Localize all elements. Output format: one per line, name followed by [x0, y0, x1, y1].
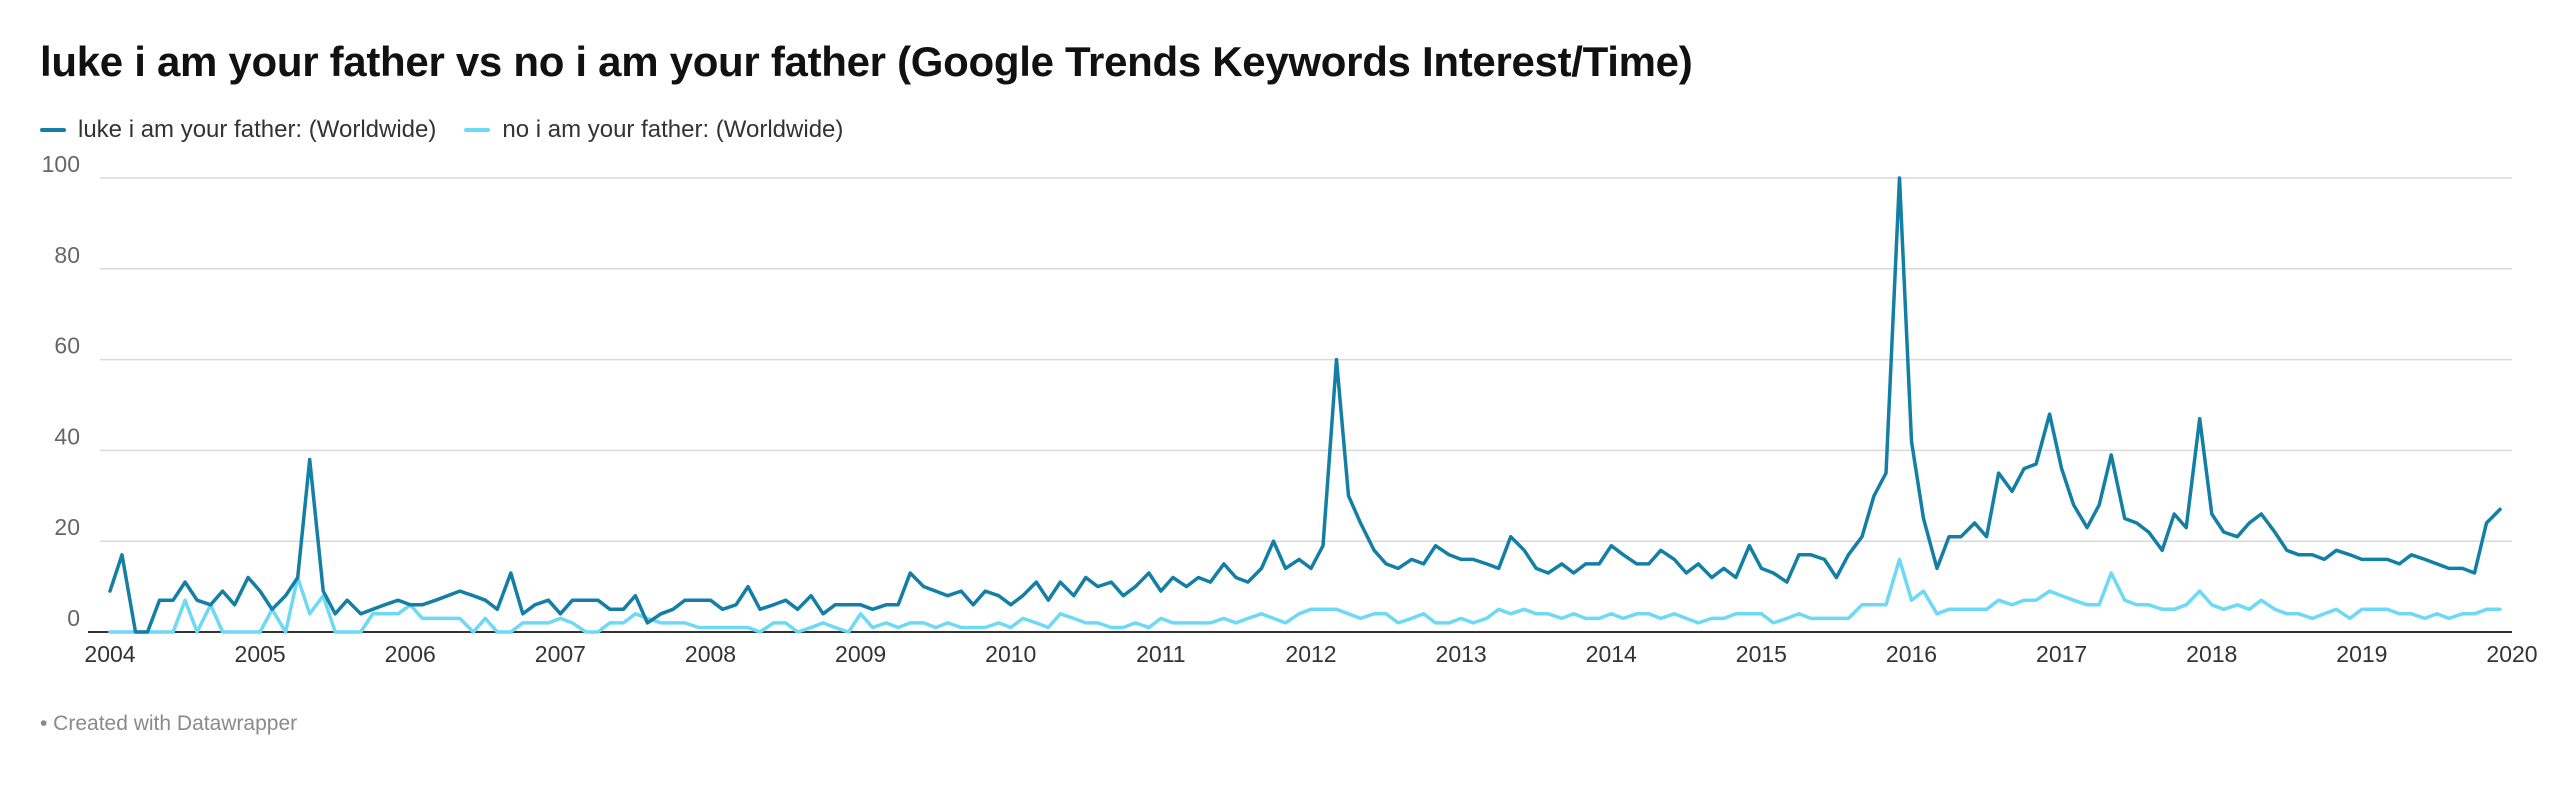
y-tick-label-0: 0 — [67, 605, 80, 631]
line-chart: 0 20 40 60 80 100 2004 2005 2006 2007 2008 2009 201… — [42, 151, 2538, 667]
x-tick-label-2019: 2019 — [2336, 641, 2387, 667]
legend-label-luke: luke i am your father: (Worldwide) — [78, 116, 437, 143]
legend-item-luke: luke i am your father: (Worldwide) — [40, 116, 436, 144]
footer-credit: • Created with Datawrapper — [40, 712, 298, 735]
x-tick-label-2014: 2014 — [1586, 641, 1637, 667]
x-tick-label-2005: 2005 — [235, 641, 286, 667]
series-line-1 — [108, 557, 2502, 634]
y-tick-label-60: 60 — [54, 333, 80, 359]
series-line-0 — [108, 176, 2502, 634]
x-tick-label-2009: 2009 — [835, 641, 886, 667]
y-tick-label-100: 100 — [42, 151, 80, 177]
x-tick-label-2008: 2008 — [685, 641, 736, 667]
y-tick-label-20: 20 — [54, 514, 80, 540]
x-tick-label-2012: 2012 — [1285, 641, 1336, 667]
y-axis-tick-labels: 0 20 40 60 80 100 — [42, 151, 80, 631]
chart-title: luke i am your father vs no i am your fa… — [40, 38, 1693, 85]
legend-label-no: no i am your father: (Worldwide) — [502, 116, 844, 143]
x-tick-label-2010: 2010 — [985, 641, 1036, 667]
x-tick-label-2015: 2015 — [1736, 641, 1787, 667]
series-lines — [108, 176, 2502, 634]
y-tick-label-80: 80 — [54, 242, 80, 268]
x-tick-label-2006: 2006 — [385, 641, 436, 667]
legend-swatch-no — [464, 128, 491, 132]
chart-legend: luke i am your father: (Worldwide) no i … — [40, 116, 871, 144]
x-tick-label-2004: 2004 — [84, 641, 135, 667]
x-tick-label-2017: 2017 — [2036, 641, 2087, 667]
x-tick-label-2013: 2013 — [1436, 641, 1487, 667]
x-tick-label-2011: 2011 — [1136, 641, 1185, 667]
legend-item-no: no i am your father: (Worldwide) — [464, 116, 843, 144]
grid-lines — [88, 177, 2512, 633]
x-tick-label-2018: 2018 — [2186, 641, 2237, 667]
legend-swatch-luke — [40, 128, 66, 132]
x-tick-label-2020: 2020 — [2486, 641, 2537, 667]
x-tick-label-2007: 2007 — [535, 641, 586, 667]
x-axis-tick-labels: 2004 2005 2006 2007 2008 2009 2010 2011 2012 2013… — [84, 641, 2537, 667]
x-tick-label-2016: 2016 — [1886, 641, 1937, 667]
y-tick-label-40: 40 — [54, 423, 80, 449]
